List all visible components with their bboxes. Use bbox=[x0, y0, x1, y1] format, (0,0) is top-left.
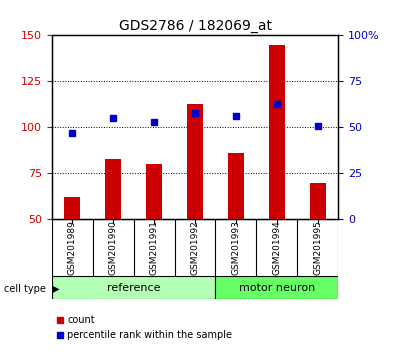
Bar bbox=[105, 159, 121, 219]
Bar bbox=[269, 45, 285, 219]
Bar bbox=[187, 103, 203, 219]
Text: cell type  ▶: cell type ▶ bbox=[4, 284, 60, 293]
Text: GSM201989: GSM201989 bbox=[68, 220, 77, 275]
Text: GSM201992: GSM201992 bbox=[191, 221, 199, 275]
Title: GDS2786 / 182069_at: GDS2786 / 182069_at bbox=[119, 19, 271, 33]
Bar bbox=[310, 183, 326, 219]
Text: GSM201991: GSM201991 bbox=[150, 220, 158, 275]
Text: GSM201990: GSM201990 bbox=[109, 220, 118, 275]
Bar bbox=[228, 153, 244, 219]
Text: GSM201994: GSM201994 bbox=[272, 221, 281, 275]
Bar bbox=[64, 198, 80, 219]
Text: GSM201995: GSM201995 bbox=[313, 220, 322, 275]
FancyBboxPatch shape bbox=[215, 276, 338, 299]
Text: motor neuron: motor neuron bbox=[239, 282, 315, 293]
Text: GSM201993: GSM201993 bbox=[232, 220, 240, 275]
Text: reference: reference bbox=[107, 282, 160, 293]
Bar bbox=[146, 164, 162, 219]
FancyBboxPatch shape bbox=[52, 276, 215, 299]
Legend: count, percentile rank within the sample: count, percentile rank within the sample bbox=[52, 312, 236, 344]
